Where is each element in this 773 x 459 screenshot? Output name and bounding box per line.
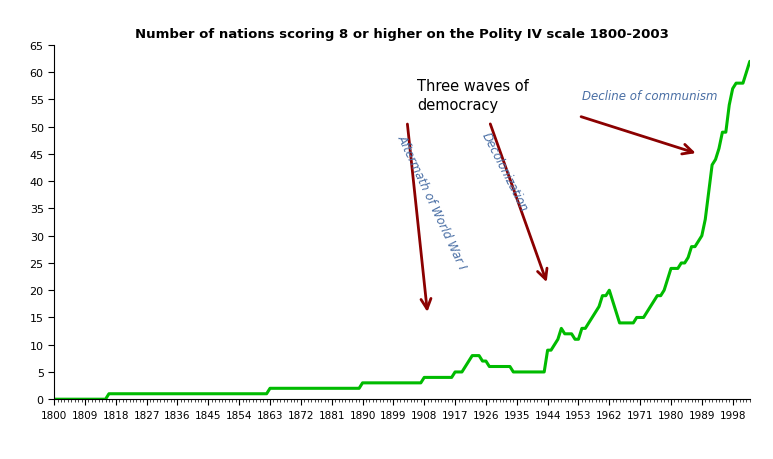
Text: Decolonization: Decolonization [479, 130, 530, 213]
Text: Three waves of
democracy: Three waves of democracy [417, 78, 530, 113]
Text: Decline of communism: Decline of communism [582, 90, 717, 103]
Text: Aftermath of World War I: Aftermath of World War I [395, 133, 469, 272]
Title: Number of nations scoring 8 or higher on the Polity IV scale 1800-2003: Number of nations scoring 8 or higher on… [135, 28, 669, 40]
